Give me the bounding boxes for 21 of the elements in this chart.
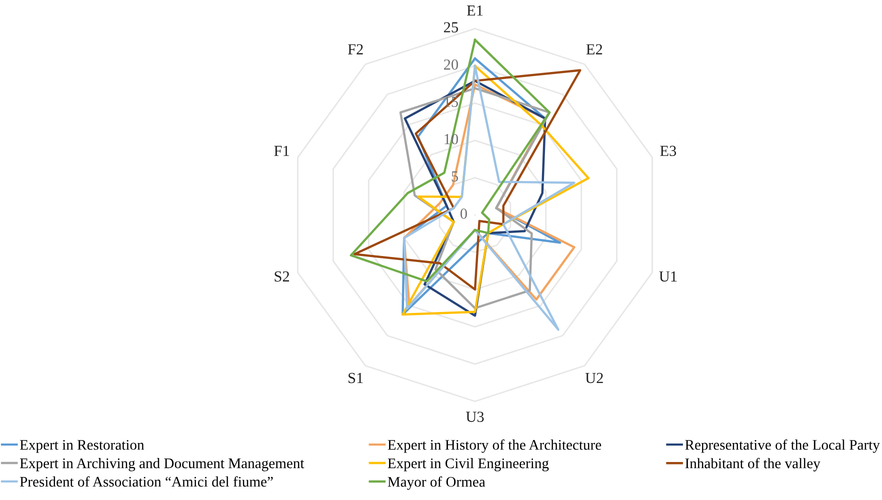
legend-label: Expert in Civil Engineering [388, 458, 549, 472]
legend-label: Expert in Archiving and Document Management [20, 458, 304, 472]
spoke-label: F1 [274, 146, 289, 156]
spoke-label: U1 [659, 271, 677, 282]
spoke-label: S2 [274, 271, 290, 282]
spoke-label: F2 [348, 44, 363, 54]
spoke-label: E3 [660, 146, 676, 156]
legend-label: Inhabitant of the valley [685, 458, 820, 472]
y-tick-label: 25 [444, 22, 458, 32]
spoke-label: U3 [466, 412, 484, 422]
spoke-label: S1 [348, 372, 363, 384]
legend-label: Expert in History of the Architecture [388, 439, 602, 453]
spoke-label: E2 [586, 44, 602, 54]
legend-label: Expert in Restoration [20, 440, 144, 453]
legend-label: President of Association “Amici del fiume” [20, 476, 273, 487]
spoke-label: E1 [466, 5, 483, 16]
y-tick-label: 0 [460, 208, 467, 219]
y-tick-label: 20 [444, 59, 458, 70]
spoke-label: U2 [585, 372, 603, 384]
legend-label: Mayor of Ormea [388, 476, 486, 490]
legend-label: Representative of the Local Party [685, 439, 880, 453]
